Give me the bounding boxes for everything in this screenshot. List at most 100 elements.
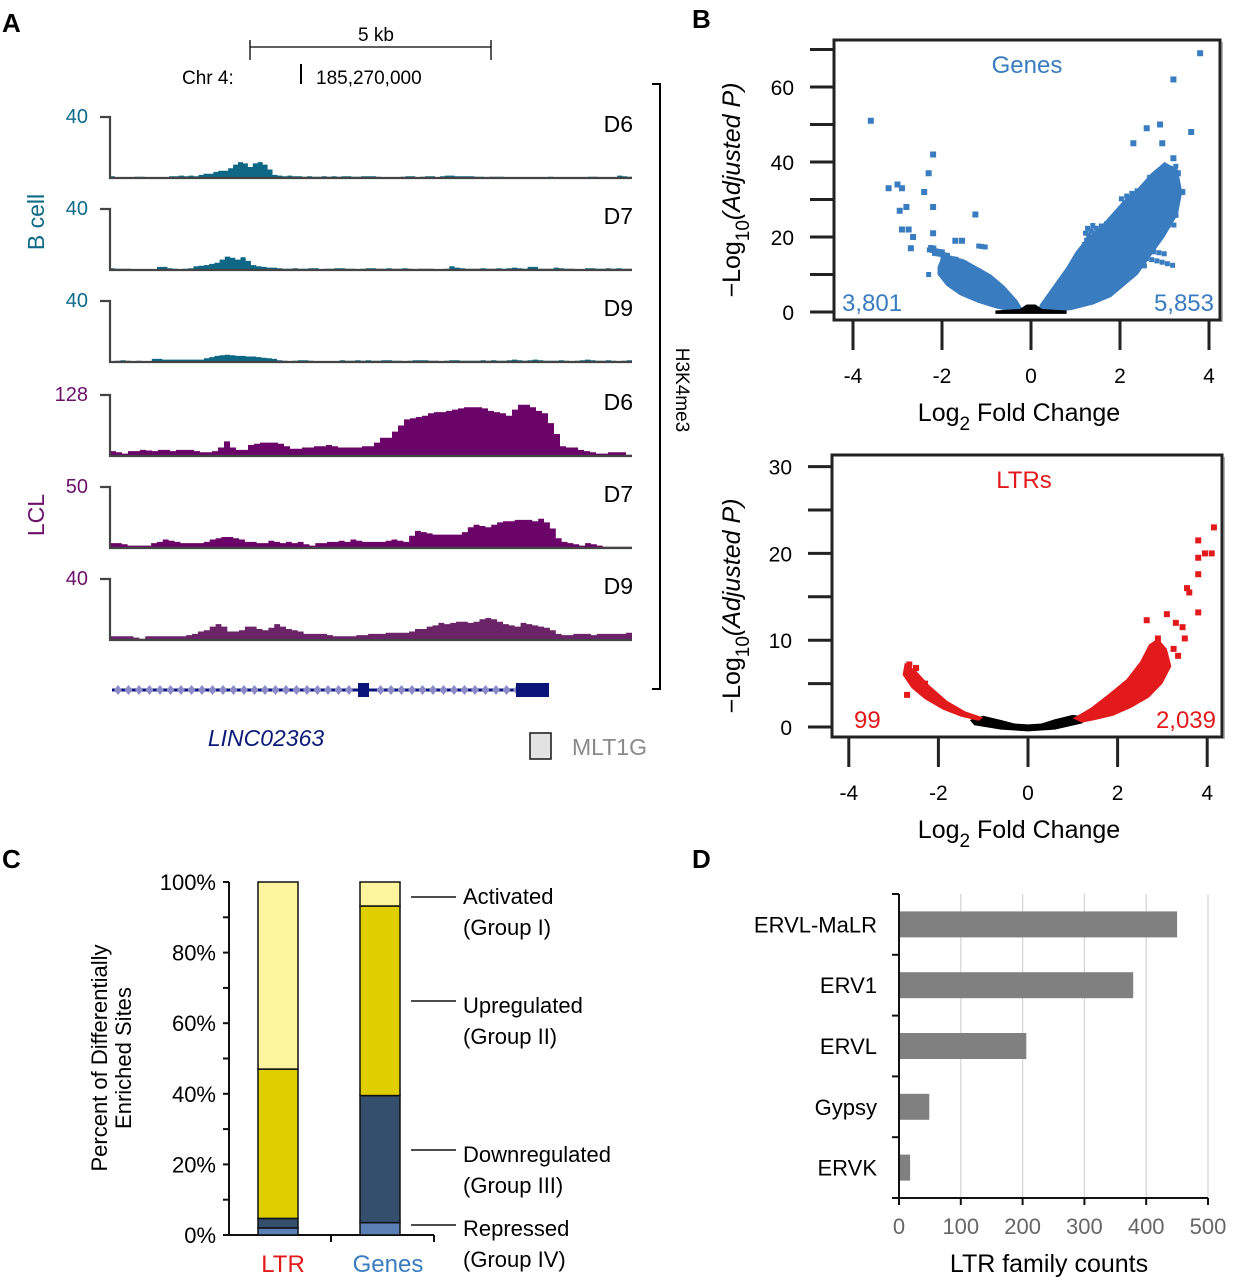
y-tick-label: 80% xyxy=(172,941,216,966)
data-point xyxy=(1170,76,1177,83)
track-day-label: D7 xyxy=(604,481,633,507)
data-point xyxy=(1126,259,1132,265)
x-tick-label: 100 xyxy=(942,1214,979,1239)
data-point xyxy=(1146,248,1152,254)
data-point xyxy=(903,204,910,210)
data-point xyxy=(1142,240,1148,246)
data-point xyxy=(954,262,960,268)
scale-bar: 5 kb xyxy=(249,25,492,60)
data-point xyxy=(1173,163,1179,169)
strand-arrow-icon xyxy=(303,685,311,695)
data-point xyxy=(1141,263,1147,269)
strand-arrow-icon xyxy=(460,685,469,695)
down-count: 3,801 xyxy=(842,290,902,317)
track-day-label: D9 xyxy=(604,573,633,599)
data-point xyxy=(1095,242,1101,248)
data-point xyxy=(1154,258,1160,264)
data-point xyxy=(1107,225,1113,231)
data-point xyxy=(906,661,913,668)
data-point xyxy=(1132,196,1138,202)
data-point xyxy=(1151,197,1157,203)
data-point xyxy=(1103,221,1109,227)
data-point xyxy=(1143,617,1150,624)
legend-sublabel: (Group I) xyxy=(463,915,551,940)
data-point xyxy=(1112,223,1118,229)
data-point xyxy=(1148,240,1154,246)
data-point xyxy=(1135,247,1141,253)
track-axis xyxy=(100,393,632,458)
point-cloud xyxy=(926,162,1183,314)
data-point xyxy=(1170,155,1177,162)
data-point xyxy=(1120,259,1126,265)
data-point xyxy=(1140,200,1146,206)
data-point xyxy=(957,262,963,268)
category-label: ERV1 xyxy=(820,973,877,998)
data-point xyxy=(1117,252,1123,258)
x-tick-label: 4 xyxy=(1201,782,1213,805)
data-point xyxy=(1138,255,1144,261)
data-point xyxy=(946,255,952,261)
strand-arrow-icon xyxy=(481,685,490,695)
legend-label: Activated xyxy=(463,884,554,909)
data-point xyxy=(1127,198,1133,204)
exon xyxy=(516,683,549,697)
data-point xyxy=(1090,243,1096,249)
data-point xyxy=(938,251,944,257)
data-point xyxy=(1157,213,1163,219)
data-point xyxy=(1088,248,1094,254)
x-tick-label: 4 xyxy=(1203,365,1215,388)
data-point xyxy=(894,181,901,188)
data-point xyxy=(1115,258,1121,264)
data-point xyxy=(1110,230,1116,236)
strand-arrow-icon xyxy=(324,685,332,695)
panel-d-letter: D xyxy=(692,844,711,874)
data-point xyxy=(1163,611,1170,618)
data-point xyxy=(1172,619,1179,626)
data-point xyxy=(1118,234,1124,240)
plot-title: LTRs xyxy=(996,467,1052,494)
data-point xyxy=(1103,236,1109,242)
track-signal xyxy=(110,404,632,456)
y-axis-label: −Log10(Adjusted P) xyxy=(718,498,754,713)
bar xyxy=(899,1093,930,1120)
scale-bar-label: 5 kb xyxy=(358,25,394,46)
category-label: ERVK xyxy=(817,1156,877,1181)
x-tick-label: 0 xyxy=(1022,782,1034,805)
data-point xyxy=(1083,249,1089,255)
strand-arrow-icon xyxy=(261,685,269,695)
data-point xyxy=(926,247,932,253)
track-day-label: D6 xyxy=(604,111,633,137)
data-point xyxy=(1088,228,1094,234)
up-region xyxy=(1072,638,1172,723)
stacked-bar-chart: 0% 20% 40% 60% 80% 100% LTR Genes Activated (Grou… xyxy=(160,870,611,1278)
data-point xyxy=(1195,537,1202,544)
data-point xyxy=(1166,175,1172,181)
data-point xyxy=(952,237,959,244)
data-point xyxy=(1154,205,1160,211)
x-tick-label: 500 xyxy=(1190,1214,1227,1239)
strand-arrow-icon xyxy=(471,685,479,695)
data-point xyxy=(1098,247,1104,253)
track-axis xyxy=(100,207,632,272)
data-point xyxy=(1132,240,1138,246)
data-point xyxy=(1136,262,1142,268)
data-point xyxy=(1174,183,1180,189)
data-point xyxy=(1104,246,1110,252)
nonsignificant-points xyxy=(969,714,1091,732)
x-tick-label: -2 xyxy=(929,782,948,805)
data-point xyxy=(1087,240,1093,246)
data-point xyxy=(1084,237,1090,243)
data-point xyxy=(1093,247,1099,253)
data-point xyxy=(1169,184,1175,190)
x-tick-label: 300 xyxy=(1066,1214,1103,1239)
data-point xyxy=(1114,246,1120,252)
data-point xyxy=(1086,252,1092,258)
panel-c: C Percent of Differentially Enriched Sit… xyxy=(2,844,611,1278)
up-count: 2,039 xyxy=(1156,707,1216,734)
strand-arrow-icon xyxy=(397,685,406,695)
strand-arrow-icon xyxy=(450,685,458,695)
strand-arrow-icon xyxy=(439,685,448,695)
track-day-label: D9 xyxy=(604,295,633,321)
